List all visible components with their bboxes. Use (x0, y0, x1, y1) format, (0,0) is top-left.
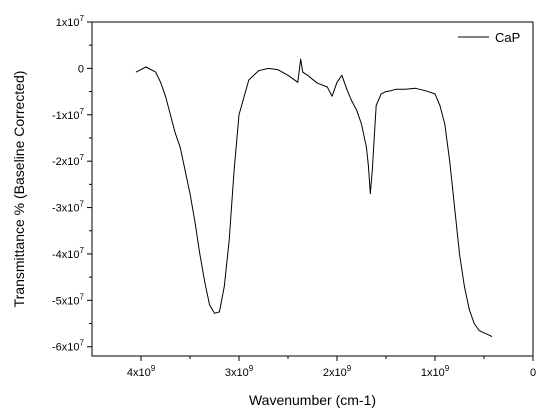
data-point (300, 58, 302, 60)
data-point (375, 105, 377, 106)
y-tick-label: -5x107 (52, 292, 85, 307)
y-tick-label: -6x107 (52, 339, 85, 354)
y-tick-label: -1x107 (52, 107, 85, 122)
data-point (483, 332, 485, 334)
data-point (361, 123, 362, 125)
data-point (268, 68, 269, 69)
data-point (369, 193, 371, 195)
data-point (424, 90, 426, 92)
plot-border (91, 21, 534, 357)
plot-frame (91, 21, 534, 357)
data-point (405, 88, 406, 90)
data-point (219, 311, 220, 313)
data-point (277, 69, 279, 71)
data-point (366, 146, 367, 148)
data-point (297, 81, 299, 83)
data-point (368, 165, 369, 167)
data-point (326, 86, 328, 88)
data-point (336, 81, 338, 83)
data-point (373, 137, 375, 139)
x-tick-label: 4x109 (127, 364, 156, 379)
data-point (214, 312, 215, 314)
x-tick-label: 3x109 (225, 364, 254, 379)
data-point (346, 88, 348, 90)
data-point (155, 71, 157, 73)
data-point (468, 309, 470, 310)
data-point (302, 71, 304, 73)
data-point (194, 221, 196, 222)
data-point (174, 132, 176, 134)
data-point (454, 207, 455, 209)
y-tick-label: -3x107 (52, 200, 85, 215)
data-point (317, 82, 318, 84)
data-point (238, 114, 240, 116)
y-tick-label: -4x107 (52, 246, 85, 261)
data-point (444, 123, 446, 125)
data-point (258, 70, 259, 72)
data-point (478, 330, 480, 331)
data-point (165, 95, 166, 97)
data-point (351, 100, 353, 102)
data-point (184, 170, 186, 171)
data-point (380, 93, 382, 95)
x-axis-label: Wavenumber (cm-1) (249, 392, 376, 408)
data-point (145, 66, 147, 68)
data-point (204, 281, 206, 283)
y-axis-label: Transmittance % (Baseline Corrected) (11, 71, 27, 308)
y-tick-label: 1x107 (56, 14, 85, 29)
data-point (287, 74, 289, 76)
data-point (473, 323, 475, 324)
data-point (341, 74, 343, 76)
x-tick-label: 2x109 (323, 364, 352, 379)
legend: CaP (458, 30, 520, 45)
x-axis-ticks: 4x109 3x109 2x109 1x109 0 (127, 356, 536, 379)
y-axis-ticks: 1x107 0 -1x107 -2x107 -3x107 -4x107 -5x107 -6x1… (52, 14, 92, 354)
x-tick-label: 0 (530, 367, 536, 379)
data-point (491, 336, 493, 337)
data-point (160, 81, 162, 83)
data-point (439, 105, 441, 106)
data-point (356, 109, 357, 111)
y-tick-label: -2x107 (52, 153, 85, 168)
data-point (228, 239, 230, 241)
data-point (331, 95, 333, 97)
data-point (233, 170, 235, 171)
data-point (390, 90, 392, 92)
data-point (223, 286, 225, 287)
data-point (371, 170, 373, 171)
data-point (385, 91, 387, 92)
series-line-cap (135, 58, 493, 337)
data-point (209, 304, 211, 306)
data-point (434, 93, 436, 95)
data-point (459, 253, 460, 255)
legend-label-cap: CaP (495, 30, 520, 45)
data-point (170, 114, 171, 116)
data-point (449, 160, 451, 162)
series-layer (135, 58, 493, 337)
x-tick-label: 1x109 (421, 364, 450, 379)
data-point (307, 74, 308, 76)
data-point (488, 334, 490, 336)
data-point (248, 79, 250, 81)
y-tick-label: 0 (78, 63, 84, 75)
data-point (135, 71, 137, 73)
data-point (395, 88, 397, 90)
data-point (199, 253, 201, 255)
data-point (464, 286, 465, 287)
data-point (179, 146, 181, 148)
data-point (189, 193, 191, 195)
data-point (415, 87, 416, 89)
